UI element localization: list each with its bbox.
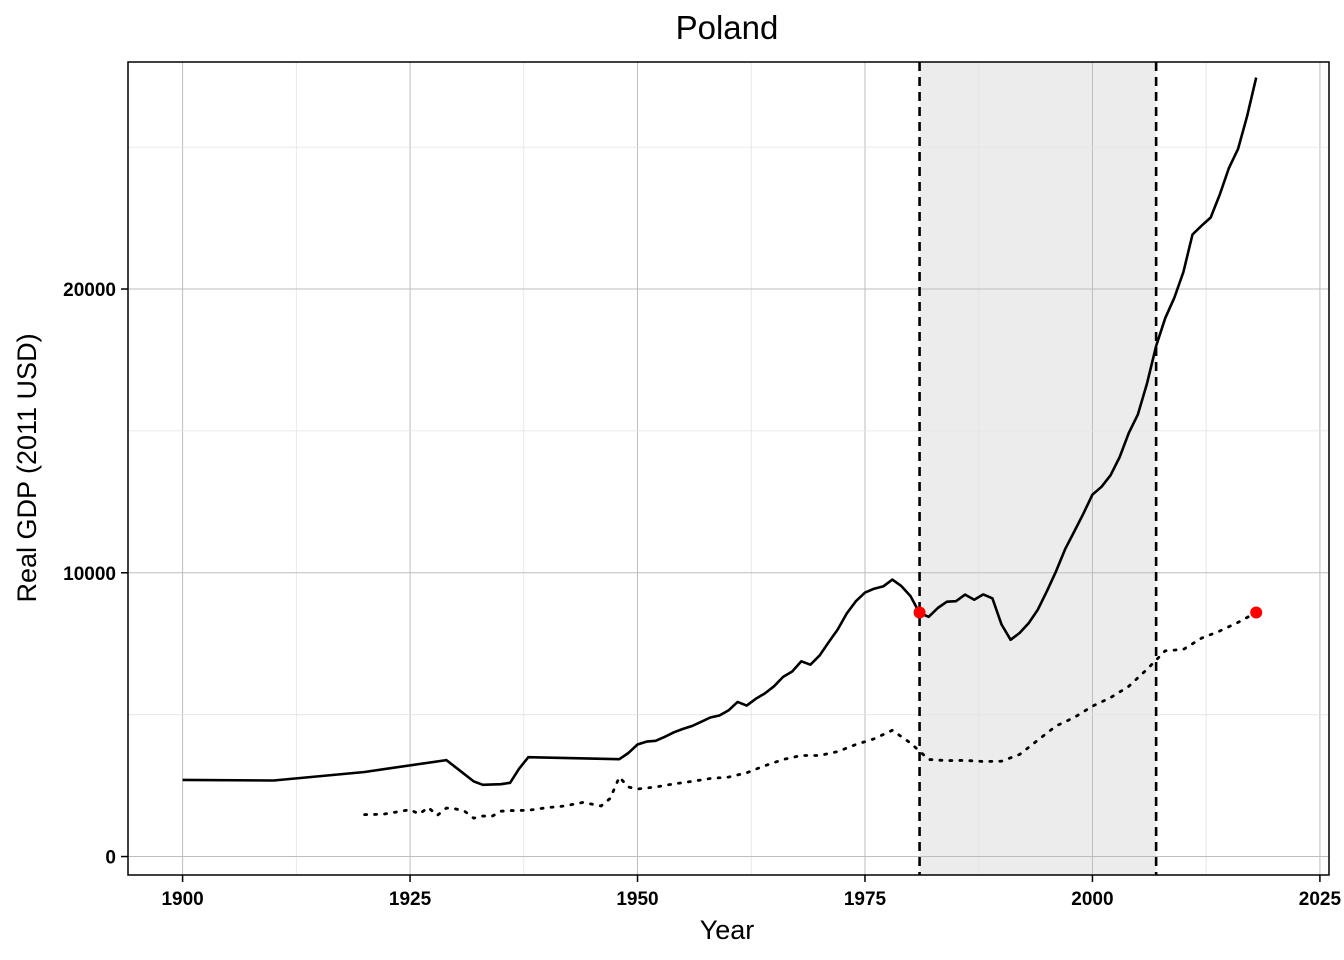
shaded-region [919, 62, 1157, 875]
x-tick-label: 1925 [389, 889, 432, 910]
x-axis-title: Year [700, 915, 755, 945]
series-layer [182, 77, 1258, 820]
highlight-points-layer [913, 606, 1263, 619]
x-tick-label: 1950 [616, 889, 658, 910]
y-tick-label: 20000 [63, 280, 116, 301]
x-axis-ticks: 1900 1925 1950 1975 2000 2025 [161, 875, 1341, 910]
series-line-dotted [363, 611, 1258, 820]
x-tick-label: 1900 [161, 889, 203, 910]
y-tick-label: 0 [105, 848, 116, 869]
x-tick-label: 1975 [844, 889, 887, 910]
y-axis-ticks: 0 10000 20000 [63, 280, 128, 869]
y-tick-label: 10000 [63, 564, 116, 585]
grid-layer [128, 62, 1329, 875]
x-tick-label: 2000 [1071, 889, 1113, 910]
series-line-solid [182, 77, 1258, 787]
vertical-lines-layer [918, 62, 1158, 875]
shaded-region-layer [919, 62, 1157, 875]
plot-frame [127, 61, 1330, 876]
plot-frame-layer [127, 61, 1330, 876]
chart-title: Poland [676, 9, 779, 46]
highlight-point [913, 606, 926, 619]
x-tick-label: 2025 [1299, 889, 1342, 910]
highlight-point [1250, 606, 1263, 619]
y-axis-title: Real GDP (2011 USD) [12, 333, 42, 602]
